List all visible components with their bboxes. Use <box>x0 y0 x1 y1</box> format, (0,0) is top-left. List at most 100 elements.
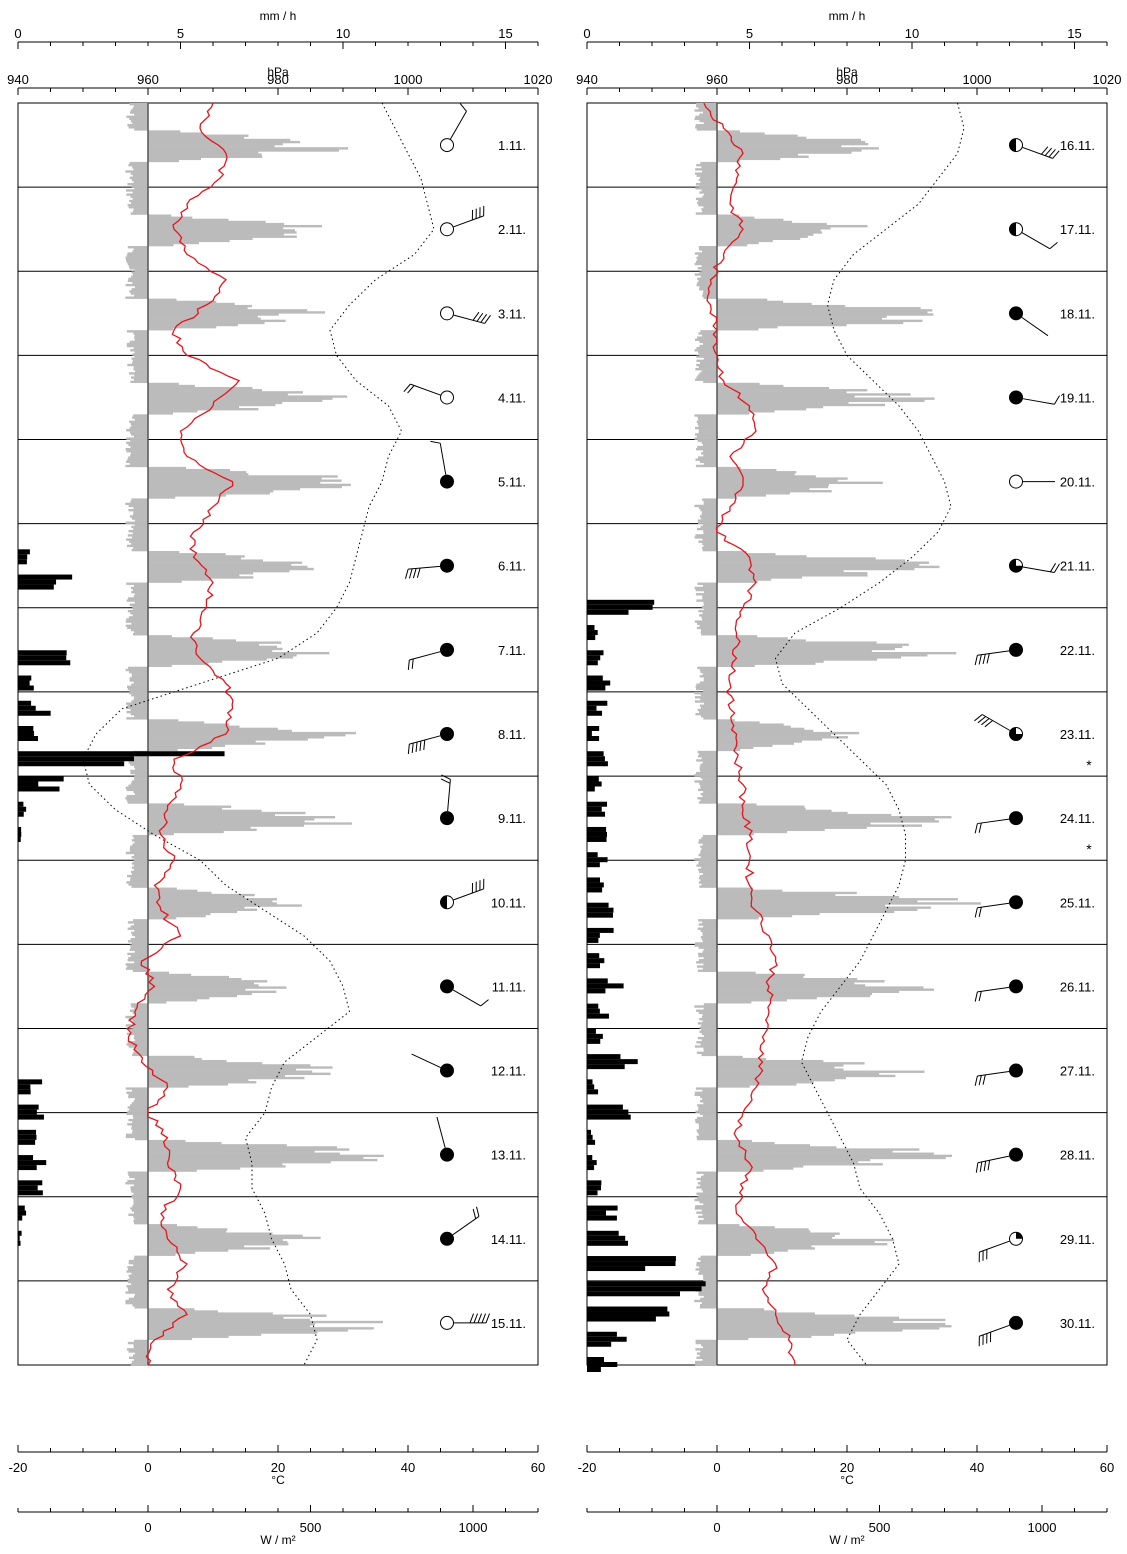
station-symbol <box>440 1313 491 1330</box>
shortwave-bar <box>148 1238 283 1242</box>
longwave-bar <box>126 544 148 548</box>
longwave-bar <box>126 115 148 119</box>
longwave-bar <box>699 860 717 863</box>
shortwave-bar <box>148 1146 337 1149</box>
precipitation-bar <box>18 1139 36 1145</box>
longwave-bar <box>128 1213 148 1216</box>
shortwave-bar <box>717 1169 764 1172</box>
shortwave-bar <box>717 494 766 497</box>
shortwave-bar <box>148 906 245 909</box>
longwave-bar <box>127 1179 148 1183</box>
longwave-bar <box>127 704 148 707</box>
longwave-bar <box>134 929 148 933</box>
precipitation-bar <box>587 988 606 994</box>
shortwave-bar <box>148 391 303 394</box>
shortwave-bar <box>717 397 935 400</box>
wind-shaft <box>1021 232 1051 250</box>
longwave-bar <box>701 264 717 268</box>
shortwave-bar <box>717 898 958 901</box>
longwave-bar <box>695 1348 717 1351</box>
longwave-bar <box>127 1287 148 1290</box>
shortwave-bar <box>717 147 879 150</box>
shortwave-bar <box>717 1072 880 1076</box>
longwave-bar <box>694 1198 717 1202</box>
shortwave-bar <box>717 895 900 899</box>
longwave-bar <box>698 521 717 524</box>
precipitation-bar <box>18 1160 47 1166</box>
wind-barb <box>481 1313 487 1324</box>
longwave-bar <box>132 1089 148 1092</box>
longwave-bar <box>134 868 148 872</box>
shortwave-bar <box>148 239 230 243</box>
longwave-bar <box>126 193 148 196</box>
longwave-bar <box>130 212 148 215</box>
shortwave-bar <box>148 719 179 722</box>
longwave-bar <box>126 618 148 621</box>
wind-barb <box>975 1162 979 1173</box>
shortwave-bar <box>148 744 226 747</box>
longwave-bar <box>694 1045 717 1048</box>
day-label: 4.11. <box>498 390 526 405</box>
wind-shaft <box>979 1240 1010 1253</box>
longwave-bar <box>131 1194 148 1198</box>
shortwave-bar <box>717 904 886 907</box>
longwave-bar <box>134 601 148 604</box>
longwave-bar <box>703 502 717 506</box>
longwave-bar <box>702 170 717 173</box>
shortwave-bar <box>148 149 340 152</box>
longwave-bar <box>132 250 148 253</box>
shortwave-bar <box>148 237 253 241</box>
shortwave-bar <box>717 1083 797 1086</box>
longwave-bar <box>703 462 717 466</box>
longwave-bar <box>703 544 717 548</box>
longwave-bar <box>700 851 717 855</box>
longwave-bar <box>698 1257 717 1261</box>
longwave-bar <box>134 841 148 844</box>
longwave-bar <box>703 500 717 503</box>
longwave-bar <box>133 346 148 350</box>
longwave-bar <box>697 755 717 758</box>
longwave-bar <box>699 1099 717 1103</box>
shortwave-bar <box>717 914 793 918</box>
longwave-bar <box>697 445 717 449</box>
cloud-cover-icon <box>440 1231 454 1246</box>
wind-shaft <box>447 779 451 812</box>
precipitation-bar <box>587 660 598 666</box>
shortwave-bar <box>148 1154 384 1158</box>
shortwave-bar <box>717 492 790 495</box>
precipitation-bar <box>587 1357 605 1362</box>
bottom-axis-tick-label: 0 <box>144 1520 151 1535</box>
longwave-bar <box>695 1110 717 1113</box>
longwave-bar <box>133 1211 148 1214</box>
wind-barb <box>978 907 982 918</box>
longwave-bar <box>132 614 148 617</box>
shortwave-bar <box>148 912 211 916</box>
day-label: 14.11. <box>491 1232 526 1247</box>
longwave-bar <box>131 862 148 865</box>
wind-barb <box>440 778 451 784</box>
wind-shaft <box>977 650 1010 656</box>
shortwave-bar <box>148 902 277 905</box>
longwave-bar <box>130 782 148 785</box>
longwave-bar <box>700 1028 717 1031</box>
shortwave-bar <box>717 574 868 577</box>
longwave-bar <box>127 1278 148 1282</box>
precipitation-bar <box>587 786 595 792</box>
shortwave-bar <box>148 803 185 806</box>
shortwave-bar <box>717 736 849 739</box>
longwave-bar <box>131 1360 148 1364</box>
shortwave-bar <box>717 643 909 646</box>
longwave-bar <box>702 778 717 781</box>
shortwave-bar <box>148 403 276 407</box>
longwave-bar <box>703 717 717 720</box>
longwave-bar <box>702 761 717 764</box>
longwave-bar <box>130 954 148 958</box>
shortwave-bar <box>148 214 172 217</box>
longwave-bar <box>129 1108 148 1111</box>
longwave-bar <box>128 1173 148 1176</box>
longwave-bar <box>128 883 148 886</box>
longwave-bar <box>127 458 148 461</box>
shortwave-bar <box>717 662 816 665</box>
longwave-bar <box>130 1104 148 1107</box>
longwave-bar <box>129 462 148 466</box>
